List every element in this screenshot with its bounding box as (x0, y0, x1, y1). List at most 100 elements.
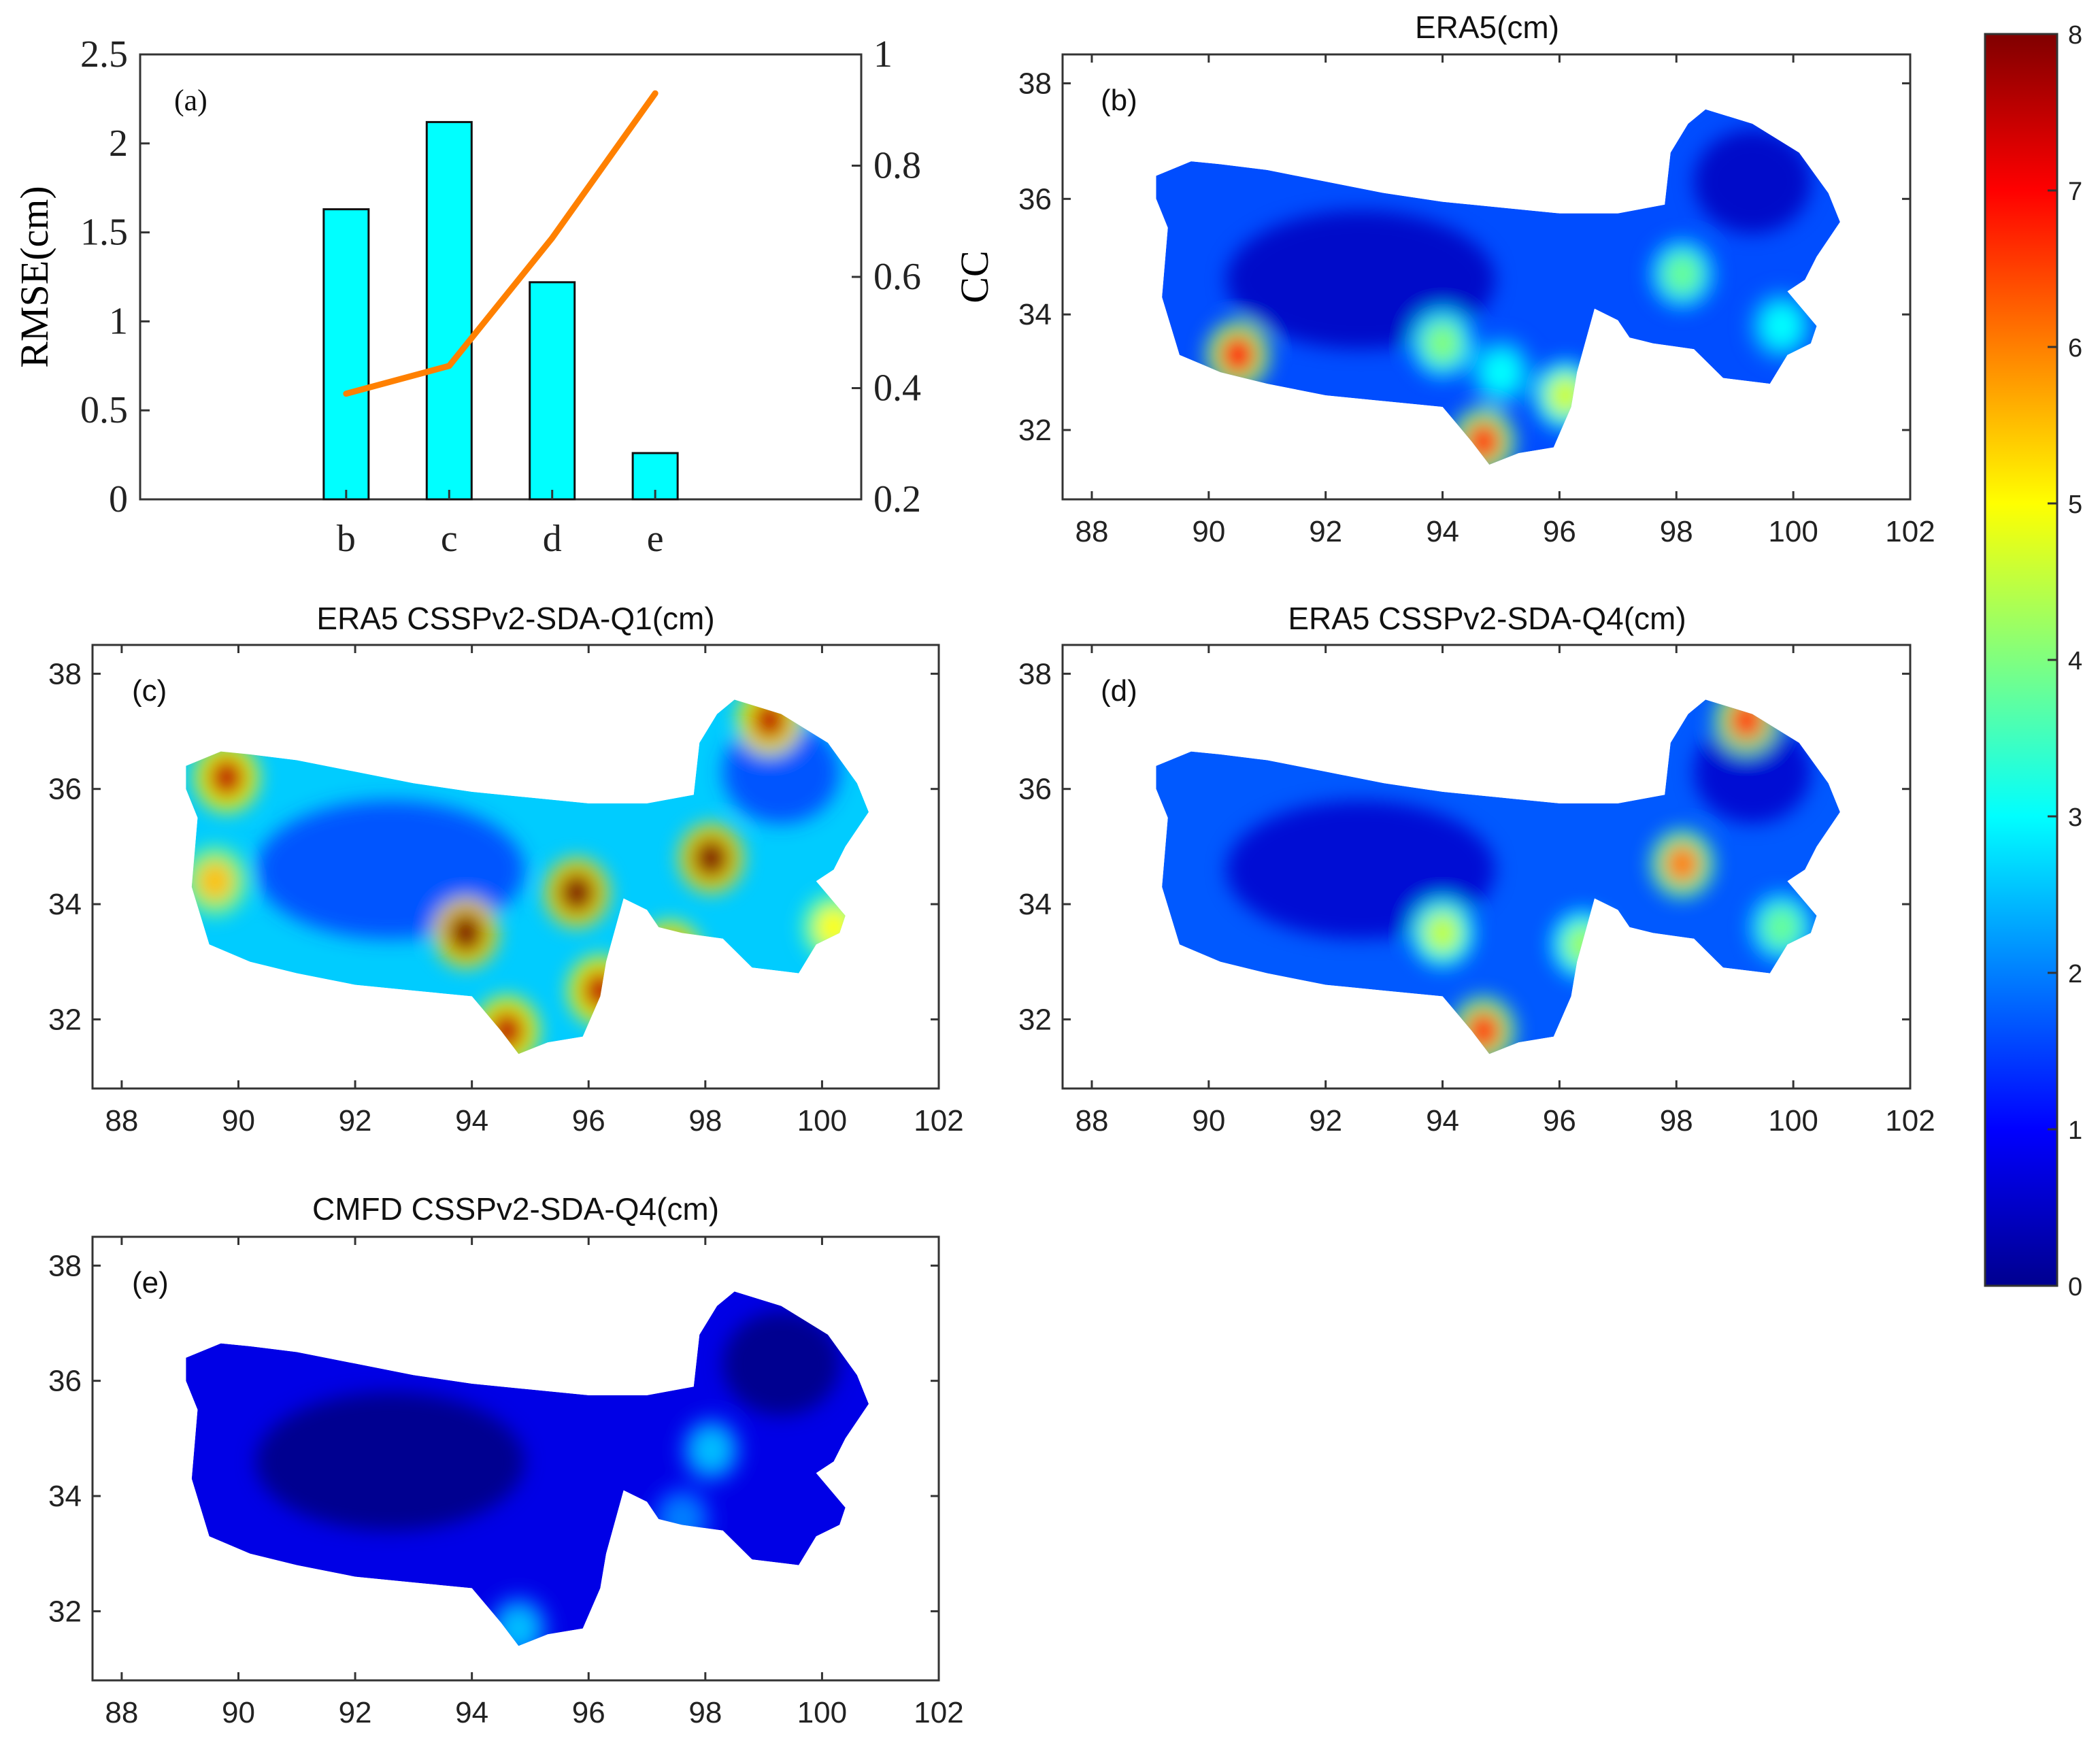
colorbar-tick-label: 5 (2068, 491, 2082, 519)
panel-a-ytick-label: 1.5 (80, 212, 128, 254)
panel-b-xtick-label: 100 (1768, 515, 1818, 548)
panel-a-y2tick-label: 0.8 (873, 145, 921, 187)
panel-c: ERA5 CSSPv2-SDA-Q1(cm) 88 90 92 94 96 98 100 10… (48, 601, 964, 1137)
panel-c-xtick-label: 90 (222, 1104, 255, 1137)
panel-e-label: (e) (132, 1266, 169, 1299)
panel-a-bar-c (425, 120, 473, 501)
panel-c-title: ERA5 CSSPv2-SDA-Q1(cm) (316, 601, 714, 636)
panel-c-ytick-label: 38 (48, 657, 82, 691)
panel-c-xtick-label: 88 (105, 1104, 138, 1137)
panel-b-xtick-label: 94 (1426, 515, 1459, 548)
panel-d-label: (d) (1101, 674, 1137, 708)
panel-c-xtick-label: 92 (339, 1104, 372, 1137)
panel-d-hotspot (1663, 843, 1701, 885)
panel-c-label: (c) (132, 674, 167, 708)
colorbar-tick-label: 3 (2068, 803, 2082, 832)
panel-a-right-ticks: 0.2 0.4 0.6 0.8 1 (852, 33, 921, 520)
panel-a-ytick-label: 0 (109, 478, 128, 520)
panel-d-xtick-label: 98 (1660, 1104, 1693, 1137)
panel-b-ytick-label: 34 (1018, 298, 1052, 331)
panel-c-hotspot (558, 871, 596, 914)
colorbar-tick-label: 4 (2068, 647, 2082, 676)
panel-d-xtick-label: 100 (1768, 1104, 1818, 1137)
panel-d-xtick-label: 94 (1426, 1104, 1459, 1137)
colorbar-ticks: 0 1 2 3 4 5 6 7 8 (2048, 21, 2082, 1301)
panel-a-axes (139, 53, 863, 501)
panel-b-hotspot (1482, 351, 1520, 393)
panel-a-bar-d (529, 281, 576, 501)
panel-d-ytick-label: 34 (1018, 888, 1052, 921)
panel-e-ticks: 88 90 92 94 96 98 100 102 32 34 36 38 (48, 1237, 964, 1729)
panel-a-y2tick-label: 0.6 (873, 256, 921, 298)
panel-c-xtick-label: 102 (914, 1104, 963, 1137)
panel-c-hotspot (447, 912, 485, 954)
panel-e-field (186, 1291, 869, 1646)
panel-b-ytick-label: 38 (1018, 67, 1052, 100)
panel-a-y2tick-label: 0.2 (873, 478, 921, 520)
panel-c-field (186, 699, 869, 1054)
panel-e-xtick-label: 100 (797, 1696, 847, 1729)
panel-b-ticks: 88 90 92 94 96 98 100 102 32 34 36 38 (1018, 54, 1935, 548)
panel-d-xtick-label: 88 (1075, 1104, 1108, 1137)
colorbar-tick-label: 6 (2068, 334, 2082, 363)
panel-e-low-area (256, 1392, 524, 1531)
panel-b-xtick-label: 102 (1885, 515, 1935, 548)
panel-e-xtick-label: 94 (455, 1696, 488, 1729)
panel-d-xtick-label: 90 (1192, 1104, 1225, 1137)
panel-c-xtick-label: 96 (572, 1104, 605, 1137)
panel-c-ytick-label: 34 (48, 888, 82, 921)
panel-b-hotspot (1424, 322, 1462, 365)
panel-a: 0 0.5 1 1.5 2 2.5 0.2 0.4 0.6 0.8 1 b c d e (a) RMSE… (12, 33, 997, 560)
panel-a-left-ticks: 0 0.5 1 1.5 2 2.5 (80, 33, 150, 520)
panel-a-xtick-label: d (543, 518, 562, 560)
panel-b: ERA5(cm) 88 90 92 94 96 98 100 102 32 34 36 38 (b) (1018, 10, 1935, 548)
panel-b-label: (b) (1101, 84, 1137, 117)
panel-b-title: ERA5(cm) (1415, 10, 1559, 45)
colorbar-gradient (1984, 33, 2059, 1287)
panel-d-title: ERA5 CSSPv2-SDA-Q4(cm) (1288, 601, 1686, 636)
panel-b-xtick-label: 98 (1660, 515, 1693, 548)
panel-a-bar-b (322, 208, 370, 501)
panel-a-xtick-label: e (647, 518, 664, 560)
panel-b-low-area (1694, 129, 1811, 234)
panel-a-ytick-label: 1 (109, 300, 128, 342)
panel-d-hotspot (1424, 912, 1462, 954)
panel-a-ytick-label: 2.5 (80, 33, 128, 76)
panel-d-ticks: 88 90 92 94 96 98 100 102 32 34 36 38 (1018, 645, 1935, 1137)
panel-a-cc-line (343, 90, 659, 397)
panel-c-xtick-label: 98 (688, 1104, 722, 1137)
panel-c-ytick-label: 36 (48, 773, 82, 806)
colorbar-tick-label: 0 (2068, 1273, 2082, 1301)
panel-c-hotspot (692, 837, 730, 879)
panel-d-xtick-label: 96 (1543, 1104, 1576, 1137)
panel-d-region (1156, 699, 1840, 1054)
panel-a-ytick-label: 2 (109, 122, 128, 165)
panel-e: CMFD CSSPv2-SDA-Q4(cm) 88 90 92 94 96 98 100 10… (48, 1191, 964, 1729)
colorbar-tick-label: 2 (2068, 960, 2082, 988)
panel-c-xtick-label: 100 (797, 1104, 847, 1137)
panel-d-hotspot (1763, 906, 1801, 948)
panel-c-ytick-label: 32 (48, 1003, 82, 1036)
panel-e-ytick-label: 32 (48, 1595, 82, 1628)
colorbar: 0 1 2 3 4 5 6 7 8 (1984, 21, 2082, 1301)
panel-a-y2tick-label: 0.4 (873, 367, 921, 410)
panel-e-ytick-label: 34 (48, 1480, 82, 1513)
colorbar-tick-label: 8 (2068, 21, 2082, 50)
panel-b-xtick-label: 88 (1075, 515, 1108, 548)
panel-c-hotspot (196, 860, 234, 902)
panel-a-category-ticks: b c d e (337, 490, 664, 560)
panel-d-ytick-label: 32 (1018, 1003, 1052, 1036)
panel-b-hotspot (1663, 253, 1701, 295)
panel-a-xtick-label: b (337, 518, 356, 560)
panel-a-y2tick-label: 1 (873, 33, 893, 76)
panel-b-xtick-label: 90 (1192, 515, 1225, 548)
panel-e-low-area (722, 1312, 840, 1416)
colorbar-tick-label: 1 (2068, 1116, 2082, 1145)
panel-a-y2label: CC (952, 250, 997, 303)
panel-b-xtick-label: 92 (1309, 515, 1342, 548)
panel-e-title: CMFD CSSPv2-SDA-Q4(cm) (312, 1191, 719, 1227)
panel-e-xtick-label: 96 (572, 1696, 605, 1729)
panel-e-region (186, 1291, 869, 1646)
panel-b-xtick-label: 96 (1543, 515, 1576, 548)
